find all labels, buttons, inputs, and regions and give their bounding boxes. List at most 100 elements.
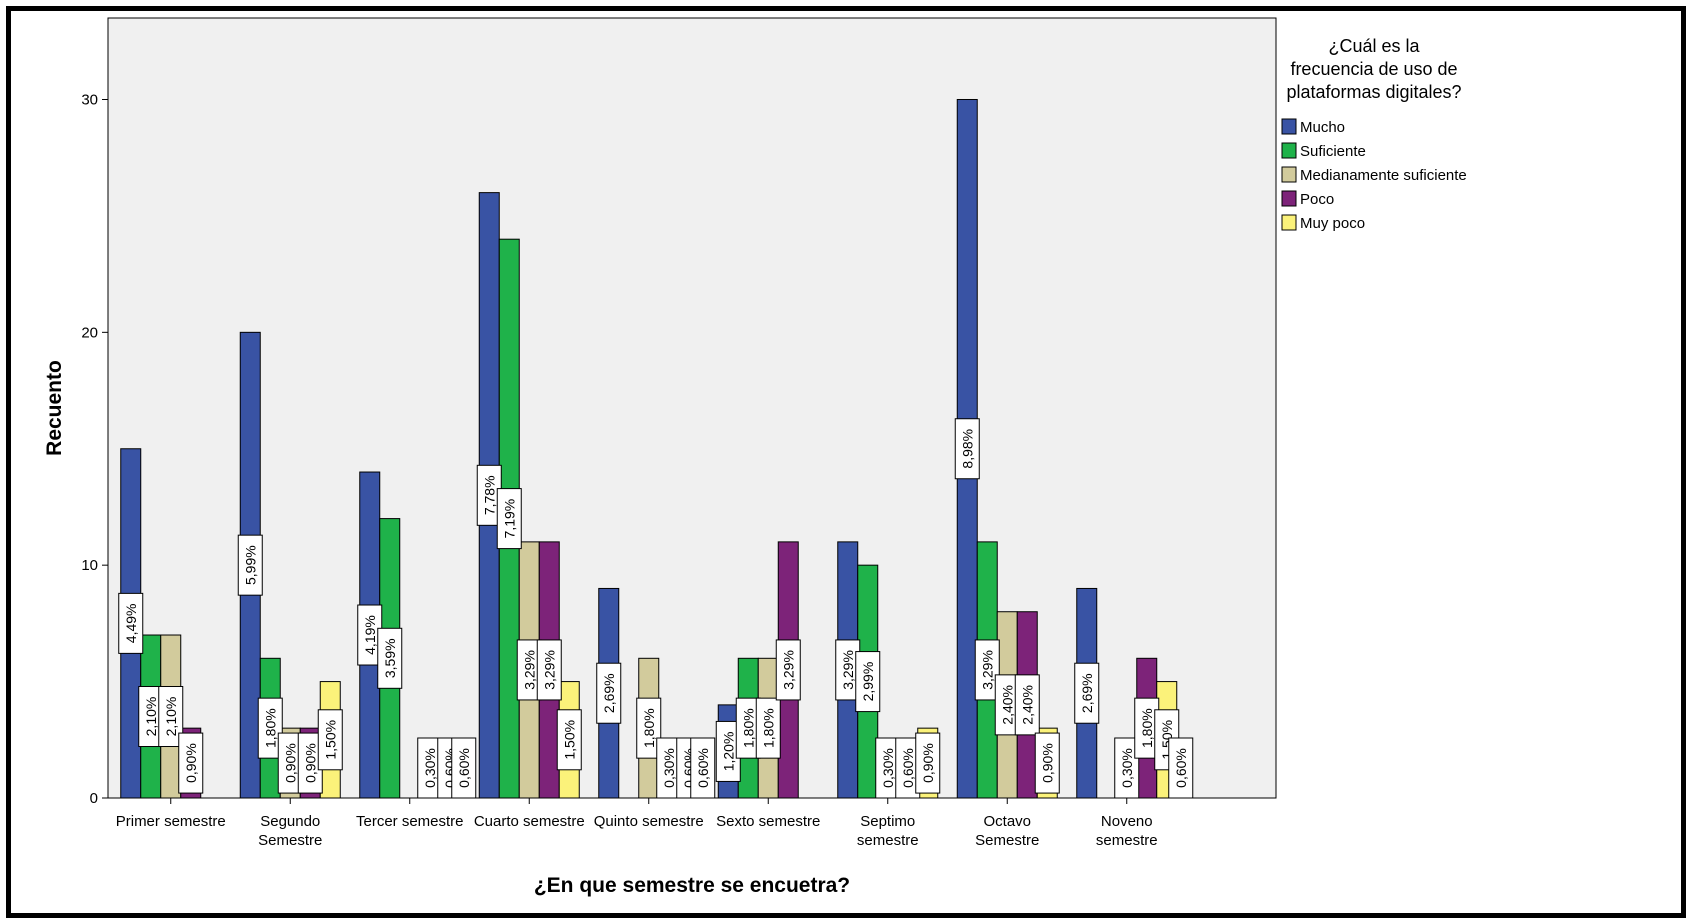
data-label-4-3: 1,50%	[556, 709, 582, 771]
data-label-4-1: 1,50%	[317, 709, 343, 771]
data-label-0-8-text: 2,69%	[1079, 673, 1095, 713]
data-label-0-4-text: 2,69%	[601, 673, 617, 713]
data-label-1-6: 2,99%	[855, 651, 881, 713]
data-label-2-5: 1,80%	[755, 697, 781, 759]
data-label-1-2-box	[377, 627, 403, 689]
x-tick-label: Septimo	[860, 813, 915, 830]
data-label-extra-0: 0,60%	[451, 737, 477, 799]
data-label-3-6-text: 0,60%	[900, 748, 916, 788]
data-label-2-4-text: 1,80%	[641, 708, 657, 748]
legend-swatch	[1281, 190, 1297, 207]
y-axis-title: Recuento	[43, 360, 66, 456]
data-label-0-4: 2,69%	[596, 662, 622, 724]
data-label-0-5-text: 1,20%	[720, 732, 736, 772]
data-label-extra-2-text: 0,60%	[1173, 748, 1189, 788]
data-label-0-1: 5,99%	[237, 534, 263, 596]
data-label-1-3: 7,19%	[496, 488, 522, 550]
data-label-0-7-text: 8,98%	[959, 429, 975, 469]
x-tick-label: semestre	[857, 832, 919, 849]
legend-title: plataformas digitales?	[1286, 82, 1461, 102]
data-label-4-1-box	[317, 709, 343, 771]
data-label-0-0-box	[118, 592, 144, 654]
data-label-2-0-text: 2,10%	[163, 697, 179, 737]
data-label-2-5-text: 1,80%	[760, 708, 776, 748]
data-label-2-5-box	[755, 697, 781, 759]
x-tick-label: Noveno	[1101, 813, 1153, 830]
x-axis-title: ¿En que semestre se encuetra?	[534, 874, 850, 897]
data-label-extra-1-box	[690, 737, 716, 799]
data-label-1-6-box	[855, 651, 881, 713]
x-tick-label: Cuarto semestre	[474, 813, 585, 830]
legend-swatch	[1281, 142, 1297, 159]
data-label-1-1: 1,80%	[257, 697, 283, 759]
data-label-3-7-text: 2,40%	[1019, 685, 1035, 725]
data-label-1-0-text: 2,10%	[143, 697, 159, 737]
data-label-2-3-text: 3,29%	[521, 650, 537, 690]
data-label-3-0-box	[178, 732, 204, 794]
legend-label: Medianamente suficiente	[1300, 167, 1467, 184]
x-axis: Primer semestre Segundo Semestre Tercer sem…	[108, 797, 1276, 849]
data-label-1-3-text: 7,19%	[501, 499, 517, 539]
data-label-1-6-text: 2,99%	[860, 662, 876, 702]
data-label-4-7-text: 0,90%	[1039, 743, 1055, 783]
data-labels-group: 4,49% 5,99% 4,19% 7,78% 2,69% 1,20% 3,29% 8,98%…	[118, 418, 1194, 799]
legend-title: ¿Cuál es la	[1328, 36, 1420, 56]
data-label-2-8-text: 0,30%	[1119, 748, 1135, 788]
data-label-1-2-text: 3,59%	[382, 638, 398, 678]
data-label-0-2-text: 4,19%	[362, 615, 378, 655]
x-tick-label: Primer semestre	[116, 813, 226, 830]
data-label-0-8-box	[1074, 662, 1100, 724]
legend-label: Poco	[1300, 191, 1334, 208]
data-label-2-7-text: 2,40%	[999, 685, 1015, 725]
data-label-1-1-text: 1,80%	[262, 708, 278, 748]
x-tick-label: Sexto semestre	[716, 813, 820, 830]
legend-label: Muy poco	[1300, 215, 1365, 232]
y-axis: 0 10 20 30	[81, 18, 109, 807]
data-label-4-7: 0,90%	[1034, 732, 1060, 794]
x-tick-label: Semestre	[258, 832, 322, 849]
data-label-2-1-text: 0,90%	[282, 743, 298, 783]
x-tick-label: Octavo	[983, 813, 1031, 830]
y-tick-label: 30	[81, 91, 98, 108]
data-label-3-7-box	[1014, 674, 1040, 736]
data-label-extra-1: 0,60%	[690, 737, 716, 799]
data-label-0-3-text: 7,78%	[481, 475, 497, 515]
plot-area	[107, 17, 1277, 799]
data-label-3-0-text: 0,90%	[183, 743, 199, 783]
data-label-1-5-text: 1,80%	[740, 708, 756, 748]
data-label-4-3-text: 1,50%	[561, 720, 577, 760]
data-label-4-6-text: 0,90%	[920, 743, 936, 783]
data-label-4-6-box	[915, 732, 941, 794]
data-label-3-4-text: 0,30%	[661, 748, 677, 788]
data-label-0-6-text: 3,29%	[840, 650, 856, 690]
legend-title: frecuencia de uso de	[1290, 59, 1457, 79]
data-label-3-2-text: 0,30%	[422, 748, 438, 788]
data-label-3-1-text: 0,90%	[302, 743, 318, 783]
data-label-3-3: 3,29%	[536, 639, 562, 701]
data-label-extra-1-text: 0,60%	[695, 748, 711, 788]
x-tick-label: semestre	[1096, 832, 1158, 849]
y-tick-label: 10	[81, 557, 98, 574]
data-label-2-4: 1,80%	[636, 697, 662, 759]
data-label-0-4-box	[596, 662, 622, 724]
data-label-1-3-box	[496, 488, 522, 550]
x-tick-label: Segundo	[260, 813, 320, 830]
data-label-1-7-text: 3,29%	[979, 650, 995, 690]
data-label-0-1-box	[237, 534, 263, 596]
data-label-0-0: 4,49%	[118, 592, 144, 654]
data-label-extra-2-box	[1168, 737, 1194, 799]
x-tick-label: Quinto semestre	[594, 813, 704, 830]
x-tick-label: Tercer semestre	[356, 813, 464, 830]
data-label-4-3-box	[556, 709, 582, 771]
data-label-4-6: 0,90%	[915, 732, 941, 794]
data-label-3-5-box	[775, 639, 801, 701]
data-label-extra-0-text: 0,60%	[456, 748, 472, 788]
y-tick-label: 0	[90, 790, 98, 807]
legend-label: Mucho	[1300, 119, 1345, 136]
legend: ¿Cuál es la frecuencia de uso de plataform…	[1281, 36, 1467, 232]
data-label-0-7: 8,98%	[954, 418, 980, 480]
y-tick-label: 20	[81, 324, 98, 341]
data-label-4-7-box	[1034, 732, 1060, 794]
data-label-3-0: 0,90%	[178, 732, 204, 794]
